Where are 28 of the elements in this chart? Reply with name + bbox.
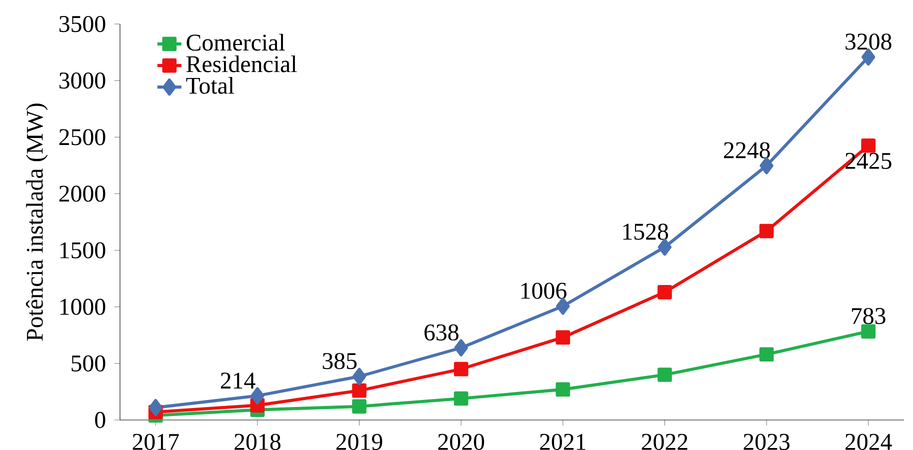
x-tick-label: 2017 <box>132 434 179 450</box>
legend-label: Residencial <box>186 55 297 72</box>
y-tick-label: 2000 <box>59 186 106 202</box>
x-tick-label: 2019 <box>336 434 382 450</box>
data-label: 385 <box>322 353 357 370</box>
y-tick-label: 500 <box>72 355 106 372</box>
y-tick-label: 0 <box>95 412 106 428</box>
legend-label: Total <box>186 77 234 94</box>
legend-label: Comercial <box>186 34 285 51</box>
y-tick-label: 3000 <box>59 72 106 89</box>
data-label: 214 <box>220 372 256 388</box>
x-tick-label: 2020 <box>438 434 484 450</box>
data-label: 2248 <box>724 142 770 158</box>
data-label: 783 <box>852 308 886 324</box>
x-tick-label: 2022 <box>642 434 688 450</box>
y-tick-label: 1500 <box>60 242 106 258</box>
x-tick-label: 2018 <box>234 434 280 450</box>
y-tick-label: 2500 <box>59 129 106 146</box>
x-tick-label: 2021 <box>540 434 586 450</box>
data-label: 638 <box>424 324 458 341</box>
x-tick-label: 2023 <box>744 434 790 450</box>
data-label: 1006 <box>521 282 566 299</box>
data-label: 1528 <box>623 224 668 240</box>
y-tick-label: 3500 <box>59 16 106 32</box>
data-label: 3208 <box>846 34 892 50</box>
x-tick-label: 2024 <box>846 434 892 450</box>
y-tick-label: 1000 <box>60 298 106 315</box>
y-axis-title: Potência instalada (MW) <box>26 104 48 341</box>
